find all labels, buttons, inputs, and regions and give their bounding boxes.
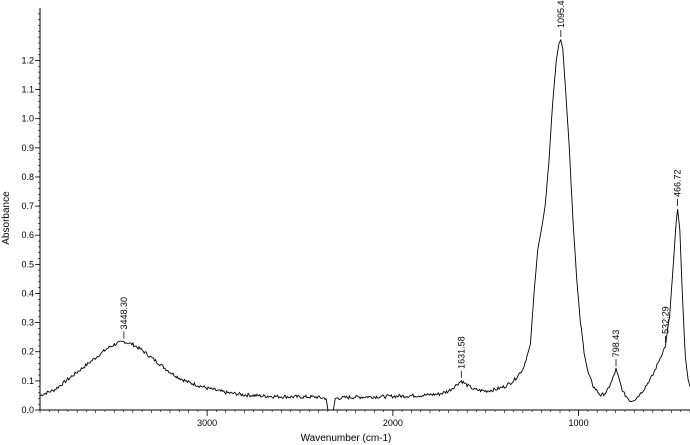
x-tick-label: 2000 [383,418,403,428]
y-tick-label: 1.0 [21,114,34,124]
peak-label: 532.29 [660,306,670,334]
y-tick-label: 0.0 [21,405,34,415]
y-axis-label: Absorbance [1,191,12,245]
peak-label: 798.43 [611,330,621,358]
y-tick-label: 0.7 [21,201,34,211]
y-tick-label: 0.1 [21,376,34,386]
peak-annotations: 3448.30 1631.58 1095.43 798.43 532.29 466.72 [119,0,683,378]
y-tick-label: 1.1 [21,85,34,95]
x-tick-label: 1000 [569,418,589,428]
y-tick-label: 0.5 [21,259,34,269]
y-tick-label: 0.3 [21,318,34,328]
peak-label: 1095.43 [556,0,566,28]
y-tick-label: 0.4 [21,288,34,298]
chart-axes [39,8,690,411]
y-axis-ticks: 0.0 0.1 0.2 0.3 0.4 0.5 0.6 0.7 0.8 0.9 1.0 1.1 1.2 [21,13,40,415]
y-tick-label: 1.2 [21,55,34,65]
peak-label: 1631.58 [456,336,466,369]
spectrum-line [332,38,690,411]
y-tick-label: 0.2 [21,347,34,357]
spectrum-line [39,340,329,411]
spectrum-plot [39,38,690,411]
y-tick-label: 0.9 [21,143,34,153]
y-tick-label: 0.6 [21,230,34,240]
x-axis-ticks: 3000 2000 1000 [39,410,690,428]
y-tick-label: 0.8 [21,172,34,182]
x-axis-label: Wavenumber (cm-1) [301,433,392,444]
x-tick-label: 3000 [197,418,217,428]
peak-label: 3448.30 [119,297,129,330]
peak-label: 466.72 [673,169,683,197]
